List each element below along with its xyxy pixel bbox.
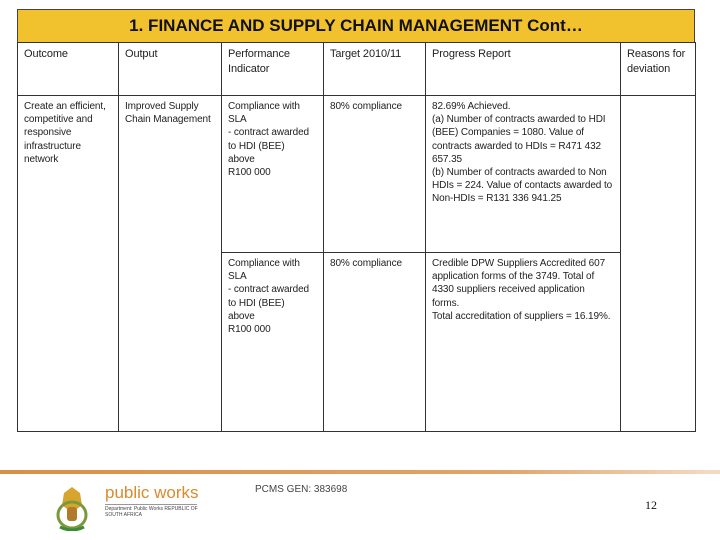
outcome-cell: Create an efficient, competitive and res… — [17, 95, 119, 432]
pcms-reference: PCMS GEN: 383698 — [255, 484, 348, 495]
header-indicator: Performance Indicator — [221, 42, 324, 96]
header-progress: Progress Report — [425, 42, 621, 96]
table-row: Create an efficient, competitive and res… — [17, 95, 696, 432]
table-header-row: Outcome Output Performance Indicator Tar… — [17, 42, 696, 96]
indicator-cell: Compliance with SLA - contract awarded t… — [221, 252, 324, 432]
logo-underline — [105, 504, 197, 505]
header-outcome: Outcome — [17, 42, 119, 96]
slide-title: 1. FINANCE AND SUPPLY CHAIN MANAGEMENT C… — [17, 9, 695, 43]
page-number: 12 — [645, 498, 657, 512]
reasons-cell — [620, 95, 696, 432]
indicator-cell: Compliance with SLA - contract awarded t… — [221, 95, 324, 253]
footer-divider — [0, 470, 720, 474]
header-output: Output — [118, 42, 222, 96]
target-cell: 80% compliance — [323, 252, 426, 432]
public-works-logo: public works — [105, 483, 199, 502]
coat-of-arms-icon — [56, 487, 88, 531]
output-cell: Improved Supply Chain Management — [118, 95, 222, 432]
progress-cell: 82.69% Achieved. (a) Number of contracts… — [425, 95, 621, 253]
progress-cell: Credible DPW Suppliers Accredited 607 ap… — [425, 252, 621, 432]
header-target: Target 2010/11 — [323, 42, 426, 96]
table-row: Compliance with SLA - contract awarded t… — [18, 252, 696, 432]
target-cell: 80% compliance — [323, 95, 426, 253]
header-reasons: Reasons for deviation — [620, 42, 696, 96]
department-text: Department: Public Works REPUBLIC OF SOU… — [105, 506, 198, 518]
performance-table: Outcome Output Performance Indicator Tar… — [17, 42, 696, 432]
